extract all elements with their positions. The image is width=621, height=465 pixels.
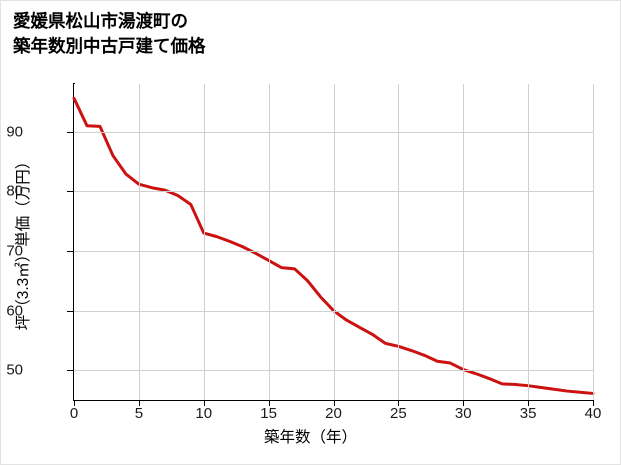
- y-axis-tick-mark: [67, 131, 74, 133]
- gridline-vertical: [203, 84, 205, 400]
- x-axis-tick-mark: [333, 400, 335, 406]
- y-axis-tick-mark: [67, 310, 74, 312]
- y-axis-tick-mark: [67, 250, 74, 252]
- x-axis-tick-label: 25: [390, 405, 407, 422]
- x-axis-tick-label: 40: [584, 405, 602, 422]
- gridline-vertical: [333, 84, 335, 400]
- x-axis-tick-mark: [463, 400, 465, 406]
- x-axis-tick-label: 0: [69, 405, 79, 422]
- x-axis-label: 築年数（年）: [263, 429, 357, 446]
- x-axis-tick-mark: [398, 400, 400, 406]
- x-axis-tick-label: 30: [454, 405, 472, 422]
- x-axis-tick-label: 15: [260, 405, 277, 422]
- y-axis-tick-label: 80: [6, 182, 23, 200]
- y-axis-tick-label: 70: [6, 242, 23, 260]
- x-axis-tick-mark: [528, 400, 530, 406]
- gridline-vertical: [268, 84, 270, 400]
- gridline-vertical: [398, 84, 400, 400]
- chart-title: 愛媛県松山市湯渡町の 築年数別中古戸建て価格: [13, 11, 206, 56]
- x-axis-tick-mark: [74, 400, 75, 406]
- x-axis-tick-mark: [268, 400, 270, 406]
- y-axis-tick-label: 90: [6, 123, 23, 141]
- x-axis-tick-mark: [593, 400, 594, 406]
- x-axis-tick-label: 35: [519, 405, 537, 422]
- x-axis-tick-label: 10: [195, 405, 213, 422]
- y-axis-tick-mark: [67, 191, 74, 193]
- x-axis-tick-label: 20: [325, 405, 342, 422]
- gridline-vertical: [463, 84, 465, 400]
- y-axis-tick-label: 60: [6, 302, 23, 320]
- x-axis-tick-mark: [138, 400, 140, 406]
- y-axis-tick-mark: [67, 370, 74, 372]
- gridline-vertical: [138, 84, 140, 400]
- x-axis-tick-label: 5: [134, 405, 144, 422]
- x-axis-tick-mark: [203, 400, 205, 406]
- plot-area: [72, 84, 595, 400]
- y-axis-tick-label: 50: [6, 361, 23, 379]
- gridline-vertical: [593, 84, 594, 400]
- gridline-vertical: [528, 84, 530, 400]
